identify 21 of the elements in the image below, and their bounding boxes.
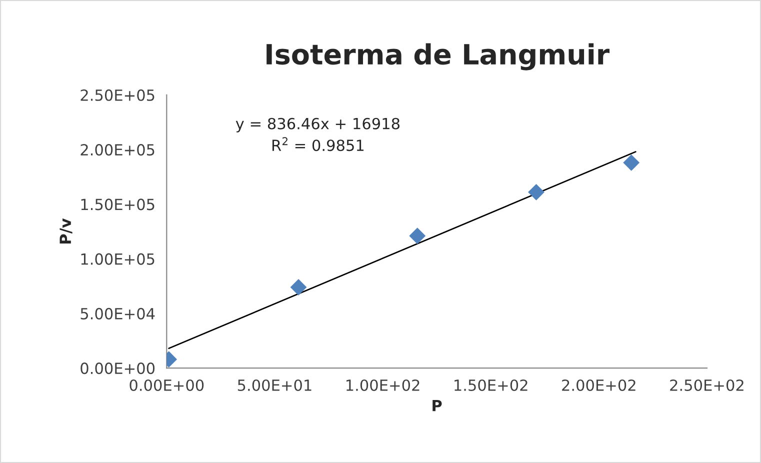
point [528,184,544,200]
chart-title: Isoterma de Langmuir [266,43,610,70]
y-tick-label: 0.00E+00 [80,362,155,374]
x-tick-label: 1.00E+02 [346,379,420,392]
annotation: R$^{2}$ = 0.9851 [272,137,364,152]
y-tick-label: 1.50E+05 [81,198,154,210]
y-tick-label: 2.50E+05 [80,89,154,101]
point [409,228,426,244]
x-tick-label: 0.00E+00 [130,379,204,392]
annotation: y = 836.46x + 16918 [236,118,400,132]
y-tick-label: 2.00E+05 [80,144,154,156]
y-axis-title: P/v [60,218,72,244]
point [290,279,307,296]
x-tick-label: 5.00E+01 [238,379,312,392]
x-tick-label: 1.50E+02 [454,379,528,392]
y-tick-label: 5.00E+04 [80,308,155,320]
x-tick-label: 2.50E+02 [670,379,744,392]
y-tick-label: 1.00E+05 [81,253,154,265]
point [623,154,640,171]
x-axis-title: P [432,400,442,412]
x-tick-label: 2.00E+02 [562,379,636,392]
